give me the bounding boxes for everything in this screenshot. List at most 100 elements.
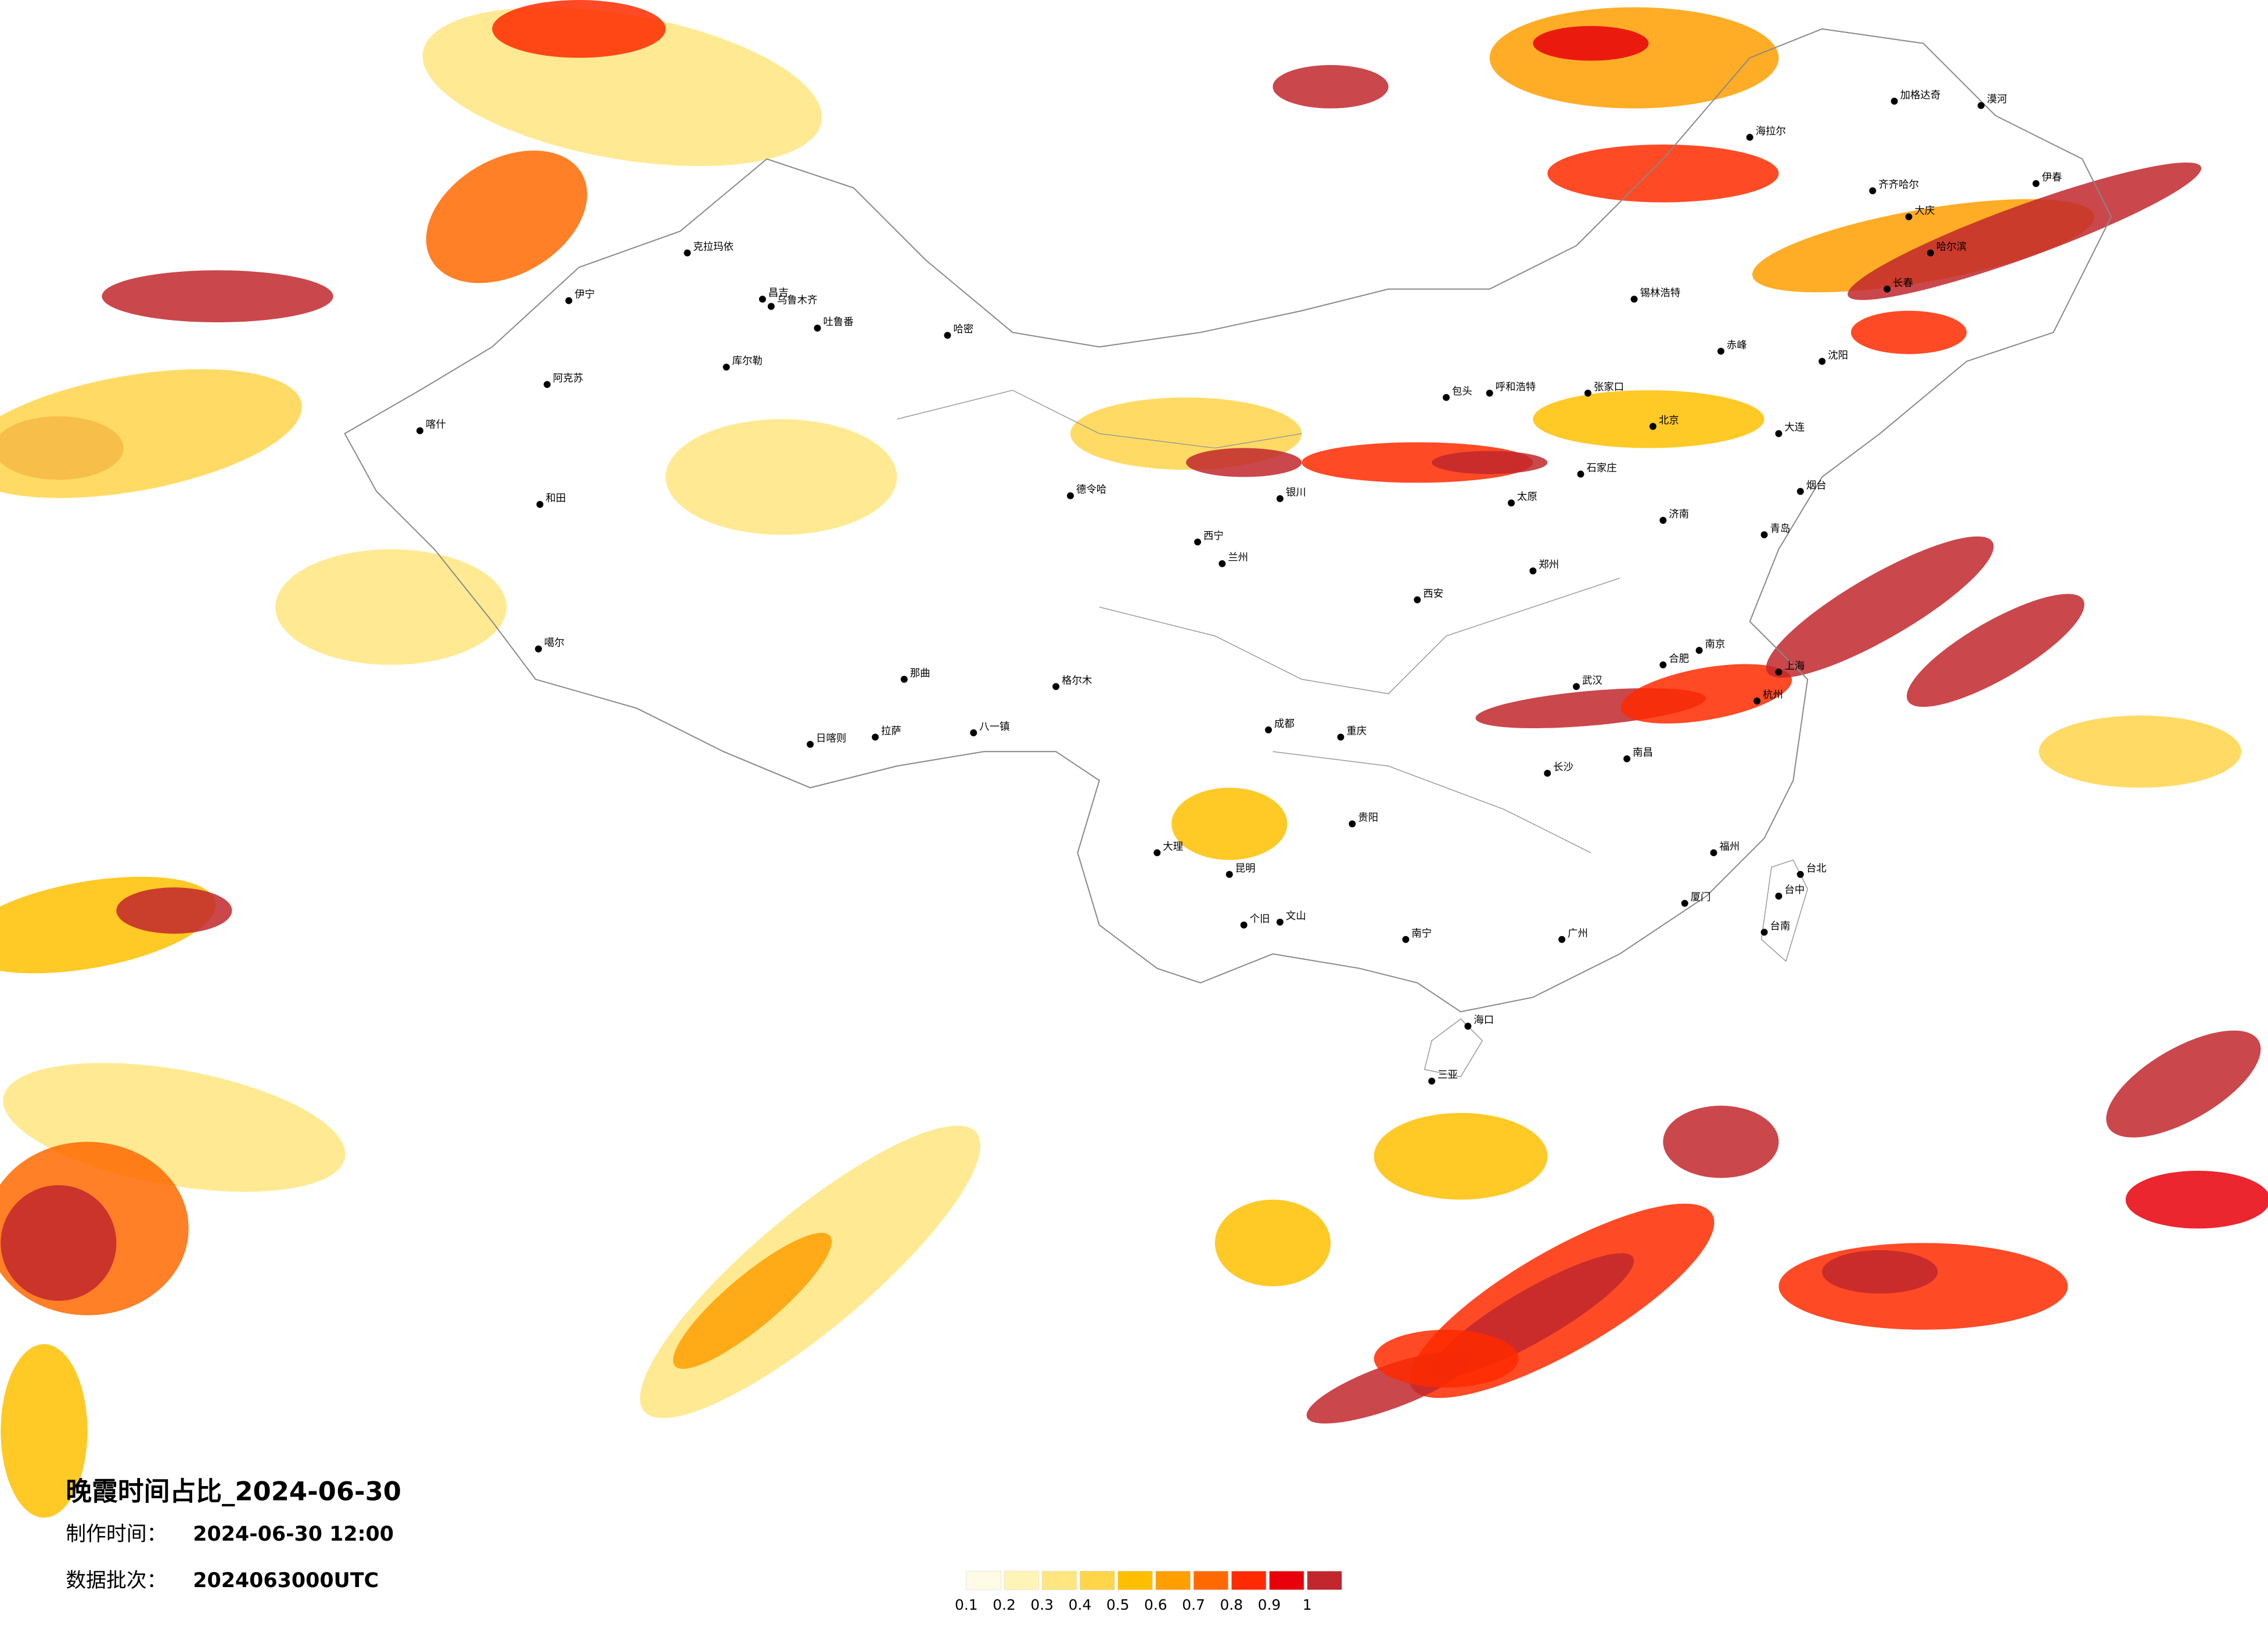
city-label: 银川 xyxy=(1286,487,1306,499)
city-dot xyxy=(970,729,977,736)
city-label: 台北 xyxy=(1806,863,1827,875)
city-label: 济南 xyxy=(1669,509,1689,520)
city-dot xyxy=(1869,187,1877,195)
city-dot xyxy=(1414,596,1421,603)
city-dot xyxy=(544,381,551,388)
city-dot xyxy=(1659,661,1667,668)
batch: 2024063000UTC xyxy=(193,1569,379,1592)
city-dot xyxy=(1544,769,1551,777)
city-dot xyxy=(1796,870,1804,878)
city-label: 阿克苏 xyxy=(553,373,583,384)
heat-patch xyxy=(102,270,333,323)
city-label: 乌鲁木齐 xyxy=(777,295,818,307)
city-dot xyxy=(1153,849,1161,857)
colorbar-tick-label: 0.9 xyxy=(1258,1596,1281,1613)
colorbar-tick-label: 0.7 xyxy=(1182,1596,1205,1613)
city-label: 哈密 xyxy=(953,323,973,335)
heat-patch xyxy=(1489,7,1779,109)
heat-patch xyxy=(1547,144,1779,203)
city-dot xyxy=(759,296,766,303)
city-label: 贵阳 xyxy=(1358,812,1378,824)
city-label: 太原 xyxy=(1517,491,1537,503)
city-dot xyxy=(535,645,542,653)
city-label: 赤峰 xyxy=(1727,340,1747,351)
city-dot xyxy=(1926,249,1934,257)
city-dot xyxy=(1219,560,1226,567)
city-label: 张家口 xyxy=(1594,382,1624,393)
city-dot xyxy=(1428,1077,1436,1085)
city-dot xyxy=(1276,918,1284,926)
heat-patch xyxy=(666,419,897,535)
city-dot xyxy=(1775,430,1782,437)
city-dot xyxy=(536,501,544,508)
city-label: 克拉玛依 xyxy=(693,242,734,253)
colorbar-tick-label: 0.3 xyxy=(1030,1596,1054,1613)
city-label: 加格达奇 xyxy=(1900,89,1941,101)
city-label: 重庆 xyxy=(1346,725,1367,737)
city-label: 格尔木 xyxy=(1062,675,1092,686)
city-dot xyxy=(1717,347,1724,355)
city-label: 齐齐哈尔 xyxy=(1878,179,1919,191)
city-label: 锡林浩特 xyxy=(1640,287,1681,299)
heat-patch xyxy=(426,150,587,283)
colorbar-tick-label: 0.2 xyxy=(993,1596,1016,1613)
city-label: 德令哈 xyxy=(1076,484,1106,496)
city-label: 广州 xyxy=(1568,928,1588,940)
heat-patch xyxy=(0,369,302,498)
city-label: 吐鲁番 xyxy=(823,316,853,328)
colorbar-tick-label: 0.5 xyxy=(1106,1596,1130,1613)
city-label: 拉萨 xyxy=(881,725,901,737)
city-label: 漠河 xyxy=(1987,94,2007,106)
city-label: 包头 xyxy=(1452,386,1472,397)
colorbar-tick-label: 0.8 xyxy=(1220,1596,1243,1613)
city-dot xyxy=(1775,893,1782,900)
city-dot xyxy=(1978,102,1985,109)
city-label: 伊春 xyxy=(2042,172,2062,184)
city-dot xyxy=(1508,499,1515,507)
city-label: 昆明 xyxy=(1235,863,1256,875)
city-label: 伊宁 xyxy=(574,289,595,301)
city-dot xyxy=(1276,495,1284,502)
city-label: 成都 xyxy=(1274,718,1295,730)
colorbar-swatch xyxy=(1117,1571,1153,1591)
colorbar-swatch xyxy=(1269,1571,1304,1591)
city-label: 大庆 xyxy=(1915,205,1935,217)
heat-patch xyxy=(673,1232,832,1369)
city-label: 三亚 xyxy=(1437,1070,1458,1081)
colorbar-swatch xyxy=(1080,1571,1115,1591)
city-label: 武汉 xyxy=(1582,675,1602,686)
city-label: 日喀则 xyxy=(816,733,846,744)
city-label: 长沙 xyxy=(1553,762,1573,774)
heat-patch xyxy=(1822,1250,1938,1294)
heat-patch xyxy=(1,1344,88,1518)
city-label: 郑州 xyxy=(1539,559,1559,571)
city-label: 北京 xyxy=(1659,415,1679,426)
city-label: 台南 xyxy=(1770,920,1791,932)
colorbar-tick-label: 0.6 xyxy=(1144,1596,1167,1613)
city-dot xyxy=(1240,921,1248,929)
city-dot xyxy=(944,332,951,339)
city-dot xyxy=(1529,567,1537,575)
city-label: 南宁 xyxy=(1411,928,1432,940)
colorbar-swatch xyxy=(1193,1571,1229,1591)
city-dot xyxy=(1746,134,1753,141)
batch-label: 数据批次： xyxy=(66,1569,167,1592)
heat-patch xyxy=(1906,593,2084,707)
colorbar-swatch xyxy=(1231,1571,1267,1591)
city-dot xyxy=(1818,358,1826,365)
city-dot xyxy=(1337,733,1345,741)
city-label: 大连 xyxy=(1785,422,1805,434)
city-dot xyxy=(1884,285,1891,293)
heat-patch xyxy=(1620,664,1792,724)
city-label: 沈阳 xyxy=(1828,350,1848,361)
city-dot xyxy=(1584,390,1591,397)
city-dot xyxy=(2032,180,2040,188)
city-dot xyxy=(1890,98,1898,105)
city-dot xyxy=(1695,647,1703,654)
colorbar-swatch xyxy=(1307,1571,1342,1591)
city-label: 哈尔滨 xyxy=(1936,242,1967,253)
city-label: 呼和浩特 xyxy=(1496,382,1536,393)
city-dot xyxy=(1194,538,1201,546)
heat-patch xyxy=(492,0,666,58)
